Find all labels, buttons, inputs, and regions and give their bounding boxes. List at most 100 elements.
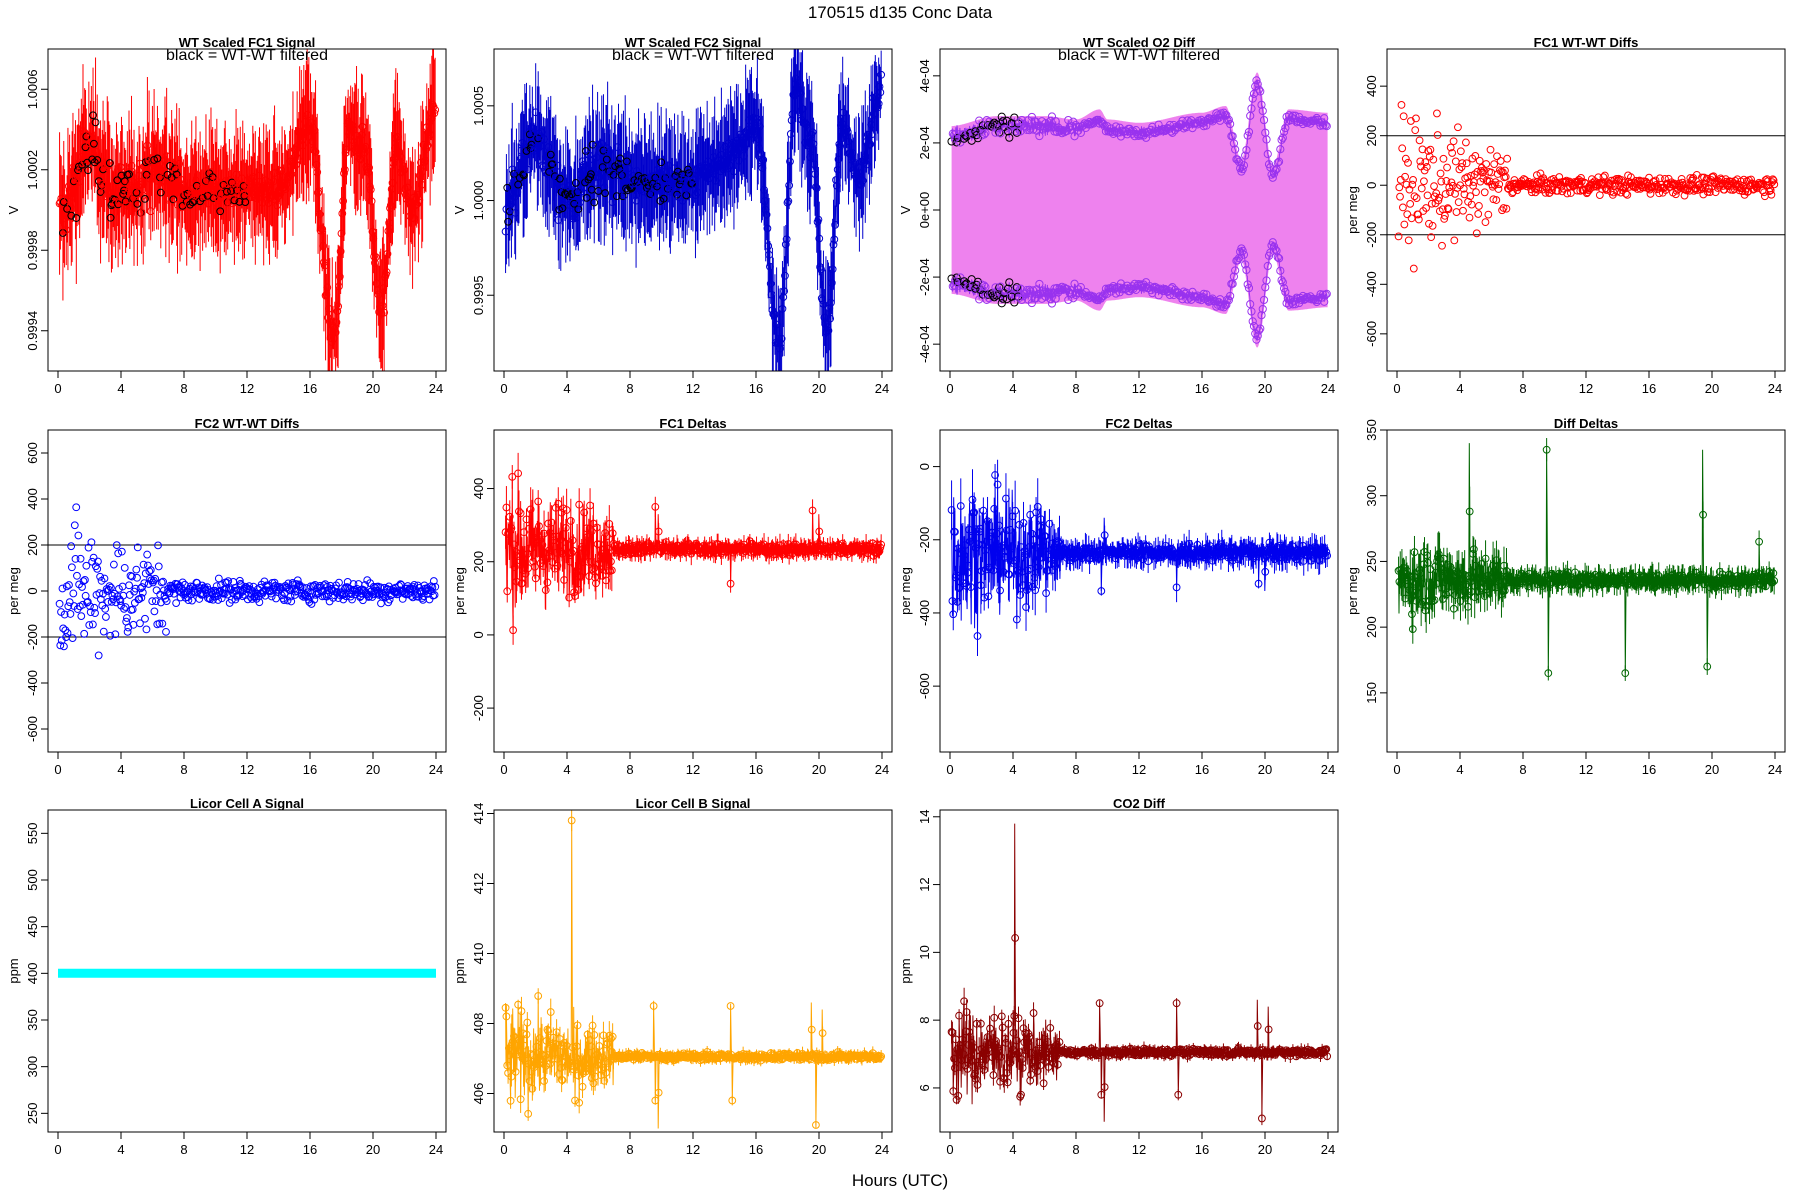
data-point xyxy=(1485,211,1492,218)
panel-grid: 0 4 8 12 16 20 240.99940.99981.00021.0006VWT S… xyxy=(6,29,1785,1157)
data-point xyxy=(163,628,170,635)
data-point xyxy=(1481,189,1488,196)
panel-note: black = WT-WT filtered xyxy=(1058,47,1220,64)
data-point xyxy=(143,626,150,633)
data-point xyxy=(69,635,76,642)
panel-title: FC1 Deltas xyxy=(659,416,726,431)
x-tick-label: 12 xyxy=(686,762,700,777)
y-axis-label: V xyxy=(898,205,913,214)
x-tick-label: 16 xyxy=(1195,381,1209,396)
y-tick-label: 0.9994 xyxy=(25,311,40,351)
x-tick-label: 8 xyxy=(626,381,633,396)
data-point xyxy=(1455,124,1462,131)
x-tick-label: 24 xyxy=(429,762,443,777)
y-tick-label: -400 xyxy=(25,670,40,696)
plot-frame xyxy=(494,430,892,752)
data-point xyxy=(66,582,73,589)
y-axis-label: V xyxy=(6,205,21,214)
panel-title: FC1 WT-WT Diffs xyxy=(1534,35,1639,50)
data-point xyxy=(1476,203,1483,210)
x-tick-label: 24 xyxy=(1321,381,1335,396)
x-tick-label: 4 xyxy=(117,381,124,396)
figure-canvas: 170515 d135 Conc Data Hours (UTC) 0 4 8 12 1… xyxy=(0,0,1800,1200)
data-point xyxy=(153,587,160,594)
data-point xyxy=(1483,161,1490,168)
data-point xyxy=(155,563,162,570)
x-tick-label: 8 xyxy=(1519,381,1526,396)
panel-fc2-signal: 0 4 8 12 16 20 240.99951.00001.0005VWT Scaled … xyxy=(452,29,892,399)
x-tick-label: 0 xyxy=(54,381,61,396)
data-point xyxy=(1405,237,1412,244)
panel-fc2-wtwt: 0 4 8 12 16 20 24-600-400-2000200400600per meg… xyxy=(6,416,446,777)
panel-o2-diff: 0 4 8 12 16 20 24-4e-04-2e-040e+002e-044e-04VW… xyxy=(898,35,1338,396)
panel-fc1-wtwt: 0 4 8 12 16 20 24-600-400-2000200400per megFC1… xyxy=(1345,35,1785,396)
y-axis-label: per meg xyxy=(452,567,467,615)
x-tick-label: 12 xyxy=(1579,381,1593,396)
y-tick-label: 0.9998 xyxy=(25,230,40,270)
x-tick-label: 4 xyxy=(1456,381,1463,396)
data-point xyxy=(1450,138,1457,145)
data-point xyxy=(1413,195,1420,202)
data-point xyxy=(66,599,73,606)
y-tick-label: 600 xyxy=(25,442,40,464)
panel-fc1-deltas: 0 4 8 12 16 20 24-2000200400per megFC1 Deltas xyxy=(452,416,892,777)
data-point xyxy=(1395,233,1402,240)
data-point xyxy=(1401,221,1408,228)
y-tick-label: 400 xyxy=(1364,75,1379,97)
x-tick-label: 20 xyxy=(366,762,380,777)
data-point xyxy=(144,551,151,558)
y-axis-label: per meg xyxy=(1345,186,1360,234)
x-tick-label: 8 xyxy=(180,381,187,396)
x-tick-label: 0 xyxy=(54,762,61,777)
data-point xyxy=(1410,177,1417,184)
data-point xyxy=(1431,183,1438,190)
y-tick-label: 400 xyxy=(25,488,40,510)
y-tick-label: 1.0005 xyxy=(471,86,486,126)
x-tick-label: 16 xyxy=(749,762,763,777)
data-point xyxy=(1463,160,1470,167)
data-point xyxy=(1457,148,1464,155)
data-point xyxy=(1396,184,1403,191)
data-point xyxy=(121,564,128,571)
data-point xyxy=(1440,155,1447,162)
panel-note: black = WT-WT filtered xyxy=(612,47,774,64)
data-point xyxy=(1462,139,1469,146)
x-tick-label: 4 xyxy=(117,762,124,777)
x-tick-label: 12 xyxy=(240,381,254,396)
x-tick-label: 16 xyxy=(1642,381,1656,396)
data-point xyxy=(103,614,110,621)
data-point xyxy=(1434,132,1441,139)
y-tick-label: 2e-04 xyxy=(917,126,932,159)
data-point xyxy=(81,630,88,637)
data-point xyxy=(1412,127,1419,134)
y-tick-label: -200 xyxy=(1364,222,1379,248)
x-tick-label: 12 xyxy=(686,381,700,396)
plot-area-fc1-signal xyxy=(56,40,438,403)
data-point xyxy=(1416,137,1423,144)
x-tick-label: 24 xyxy=(875,762,889,777)
data-point xyxy=(73,504,80,511)
x-tick-label: 0 xyxy=(946,381,953,396)
y-tick-label: 200 xyxy=(25,534,40,556)
x-tick-label: 16 xyxy=(303,762,317,777)
y-axis-label: V xyxy=(452,205,467,214)
y-tick-label: 0 xyxy=(1364,182,1379,189)
x-tick-label: 20 xyxy=(366,381,380,396)
y-tick-label: -600 xyxy=(1364,321,1379,347)
data-point xyxy=(1497,158,1504,165)
x-tick-label: 24 xyxy=(875,381,889,396)
x-tick-label: 8 xyxy=(1072,381,1079,396)
data-point xyxy=(1411,193,1418,200)
x-tick-label: 4 xyxy=(563,762,570,777)
data-point xyxy=(74,572,81,579)
x-tick-label: 24 xyxy=(1768,381,1782,396)
x-tick-label: 0 xyxy=(500,762,507,777)
data-point xyxy=(1451,237,1458,244)
y-tick-label: 200 xyxy=(1364,125,1379,147)
data-point xyxy=(1397,193,1404,200)
y-tick-label: -2e-04 xyxy=(917,258,932,296)
y-tick-label: -200 xyxy=(25,624,40,650)
plot-area-fc2-signal xyxy=(502,29,884,399)
y-tick-label: -200 xyxy=(471,695,486,721)
x-tick-label: 4 xyxy=(563,381,570,396)
